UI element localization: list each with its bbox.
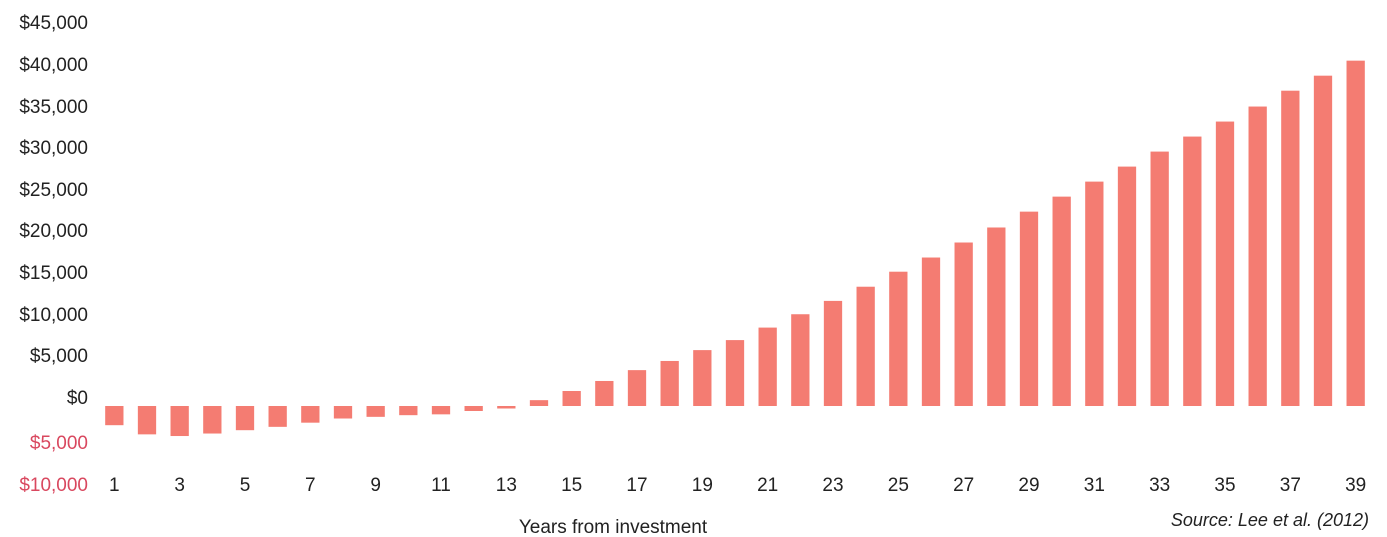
y-tick-label: $0 bbox=[67, 388, 88, 409]
source-note: Source: Lee et al. (2012) bbox=[1171, 510, 1369, 530]
bar-year-31 bbox=[1085, 181, 1104, 406]
y-tick-label: $35,000 bbox=[19, 97, 88, 118]
y-tick-label: $30,000 bbox=[19, 138, 88, 159]
bar-year-33 bbox=[1150, 151, 1169, 406]
bar-year-1 bbox=[105, 406, 124, 426]
x-tick-label: 23 bbox=[822, 475, 843, 496]
x-tick-label: 13 bbox=[496, 475, 517, 496]
x-tick-label: 39 bbox=[1345, 475, 1366, 496]
bar-year-12 bbox=[464, 406, 483, 411]
x-tick-label: 21 bbox=[757, 475, 778, 496]
y-tick-label: $10,000 bbox=[19, 305, 88, 326]
bar-year-39 bbox=[1346, 60, 1365, 406]
y-tick-label: $45,000 bbox=[19, 13, 88, 34]
bar-year-4 bbox=[203, 406, 222, 434]
bar-year-35 bbox=[1215, 121, 1235, 406]
bar-year-17 bbox=[627, 370, 647, 406]
x-tick-label: 31 bbox=[1084, 475, 1105, 496]
bar-year-3 bbox=[170, 406, 189, 437]
bar-year-28 bbox=[987, 227, 1006, 406]
bar-year-36 bbox=[1248, 106, 1267, 406]
bar-year-38 bbox=[1313, 75, 1333, 407]
y-tick-label: $20,000 bbox=[19, 221, 88, 242]
x-tick-label: 19 bbox=[692, 475, 713, 496]
bar-year-34 bbox=[1183, 136, 1202, 406]
x-tick-label: 17 bbox=[626, 475, 647, 496]
bar-year-7 bbox=[301, 406, 320, 423]
bar-year-37 bbox=[1281, 90, 1300, 406]
x-tick-label: 3 bbox=[174, 475, 185, 496]
bar-year-21 bbox=[758, 327, 777, 406]
bar-year-23 bbox=[823, 300, 843, 406]
x-tick-label: 29 bbox=[1018, 475, 1039, 496]
bar-year-6 bbox=[268, 406, 287, 427]
bar-year-19 bbox=[693, 350, 712, 406]
bar-year-2 bbox=[137, 406, 157, 435]
y-tick-label: $5,000 bbox=[30, 346, 88, 367]
y-tick-label: $5,000 bbox=[30, 433, 88, 454]
bar-year-16 bbox=[595, 380, 614, 406]
y-tick-label: $25,000 bbox=[19, 180, 88, 201]
bar-year-22 bbox=[791, 314, 810, 406]
bar-year-26 bbox=[921, 257, 941, 406]
bar-year-14 bbox=[529, 400, 549, 406]
bar-series bbox=[105, 60, 1365, 437]
bar-year-10 bbox=[399, 406, 418, 416]
bar-year-8 bbox=[333, 406, 353, 419]
x-axis-title: Years from investment bbox=[519, 517, 708, 537]
x-tick-label: 1 bbox=[109, 475, 120, 496]
x-tick-label: 27 bbox=[953, 475, 974, 496]
bar-year-30 bbox=[1052, 196, 1071, 406]
bar-year-5 bbox=[235, 406, 255, 431]
x-tick-label: 25 bbox=[888, 475, 909, 496]
x-tick-label: 37 bbox=[1280, 475, 1301, 496]
x-tick-label: 5 bbox=[240, 475, 251, 496]
x-tick-label: 33 bbox=[1149, 475, 1170, 496]
bar-year-25 bbox=[889, 271, 908, 406]
bar-year-32 bbox=[1117, 166, 1137, 406]
bar-year-15 bbox=[562, 390, 581, 406]
bar-year-29 bbox=[1019, 211, 1039, 406]
bar-year-9 bbox=[366, 406, 385, 417]
x-tick-label: 9 bbox=[370, 475, 381, 496]
x-tick-label: 15 bbox=[561, 475, 582, 496]
bar-year-27 bbox=[954, 242, 973, 406]
x-tick-label: 11 bbox=[431, 475, 451, 496]
x-tick-label: 35 bbox=[1214, 475, 1235, 496]
x-axis-ticks: 1 3 5 7 9 11 13 15 17 19 21 23 25 27 29 31 33 35 37 39 bbox=[109, 475, 1366, 496]
bar-year-13 bbox=[497, 406, 516, 409]
bar-year-11 bbox=[431, 406, 451, 415]
y-tick-label: $10,000 bbox=[19, 475, 88, 496]
bar-year-24 bbox=[856, 286, 875, 406]
y-axis-ticks: $10,000 $5,000 $0 $5,000 $10,000 $15,000 $20,0… bbox=[19, 13, 88, 496]
y-tick-label: $40,000 bbox=[19, 55, 88, 76]
bar-year-18 bbox=[660, 360, 679, 406]
y-tick-label: $15,000 bbox=[19, 263, 88, 284]
bar-year-20 bbox=[725, 340, 745, 406]
x-tick-label: 7 bbox=[305, 475, 316, 496]
